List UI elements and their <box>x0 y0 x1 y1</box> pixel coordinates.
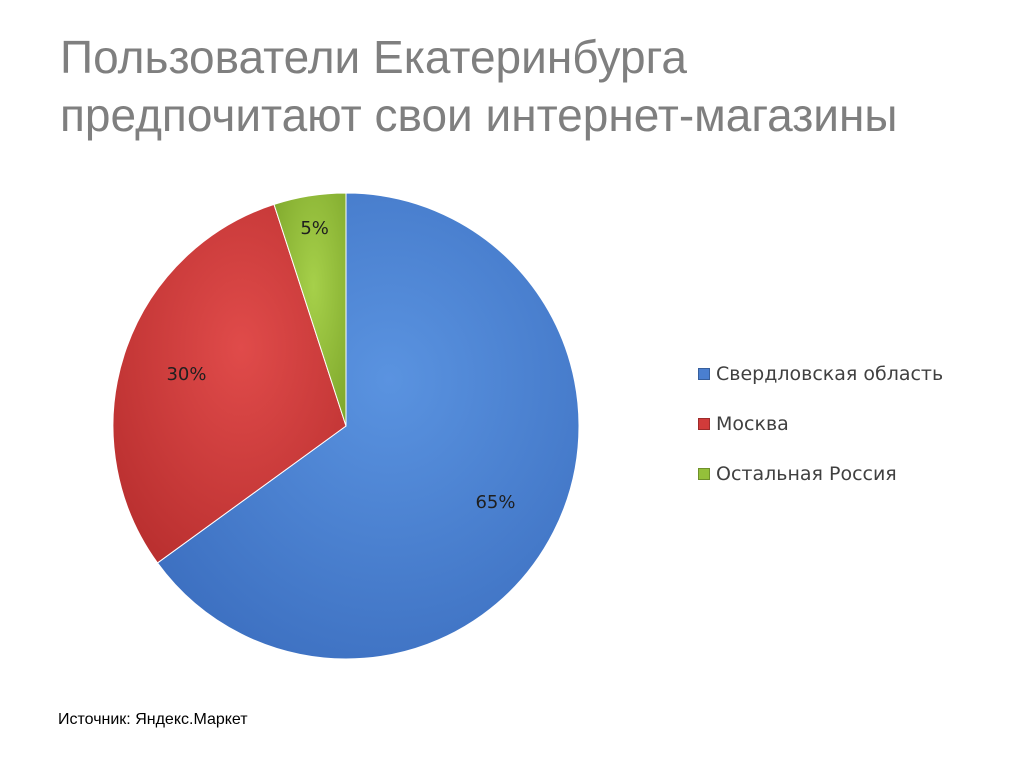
slide-title-line1: Пользователи Екатеринбурга <box>60 31 687 83</box>
legend-item-moscow: Москва <box>698 412 943 436</box>
legend-item-rest-of-russia: Остальная Россия <box>698 462 943 486</box>
pie-label-rest-of-russia: 5% <box>300 218 329 239</box>
chart-legend: Свердловская область Москва Остальная Ро… <box>698 362 943 512</box>
slide-title: Пользователи Екатеринбурга предпочитают … <box>60 28 1000 144</box>
legend-label-rest-of-russia: Остальная Россия <box>716 463 897 485</box>
pie-label-moscow: 30% <box>166 364 206 385</box>
legend-swatch-moscow <box>698 418 710 430</box>
legend-label-moscow: Москва <box>716 413 789 435</box>
legend-swatch-rest-of-russia <box>698 468 710 480</box>
pie-label-sverdlovsk: 65% <box>475 492 515 513</box>
legend-label-sverdlovsk: Свердловская область <box>716 363 944 385</box>
pie-slice-sverdlovsk <box>156 192 580 660</box>
slide-title-line2: предпочитают свои интернет-магазины <box>60 89 898 141</box>
source-note: Источник: Яндекс.Маркет <box>58 711 248 728</box>
legend-item-sverdlovsk: Свердловская область <box>698 362 943 386</box>
legend-swatch-sverdlovsk <box>698 368 710 380</box>
pie-slice-rest-of-russia <box>273 192 347 427</box>
pie-slice-moscow <box>112 203 347 564</box>
